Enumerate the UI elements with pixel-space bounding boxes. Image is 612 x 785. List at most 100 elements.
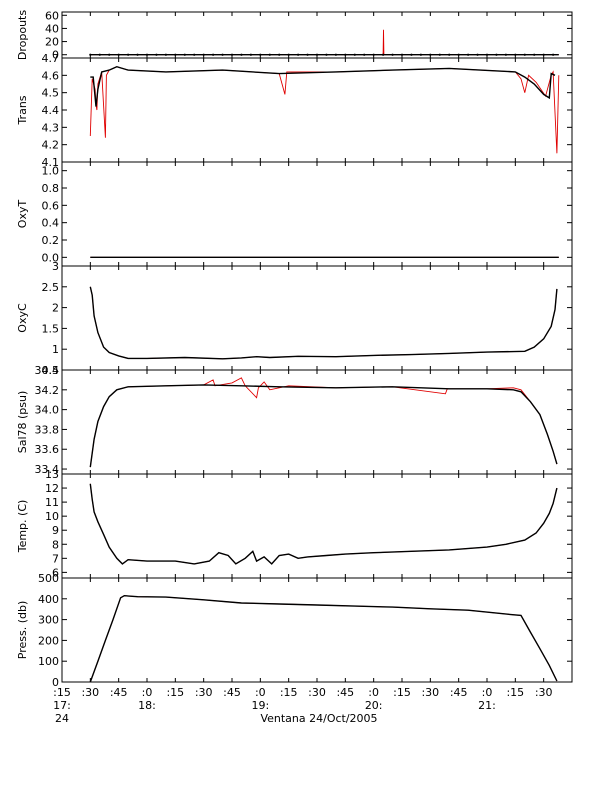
series-line xyxy=(89,595,558,683)
x-hour-label: 20: xyxy=(365,699,383,712)
y-tick-label: 60 xyxy=(45,9,59,22)
data-point xyxy=(514,53,517,56)
data-point xyxy=(315,53,319,56)
data-point xyxy=(391,53,394,56)
data-point xyxy=(89,53,92,56)
data-point xyxy=(249,53,252,56)
data-point xyxy=(259,53,262,56)
y-tick-label: 4.7 xyxy=(42,52,60,65)
series-line xyxy=(89,66,560,154)
data-point xyxy=(98,53,101,56)
y-axis-title: Dropouts xyxy=(16,10,29,60)
y-tick-label: 9 xyxy=(52,524,59,537)
x-day-label: 24 xyxy=(55,712,69,725)
data-point xyxy=(202,53,205,56)
x-tick-label: :15 xyxy=(53,686,71,699)
y-tick-label: 400 xyxy=(38,593,59,606)
data-point xyxy=(400,53,404,56)
x-tick-label: :15 xyxy=(280,686,298,699)
y-tick-label: 4.1 xyxy=(42,156,60,169)
data-point xyxy=(108,53,111,56)
series-line xyxy=(90,65,556,107)
data-point xyxy=(419,53,422,56)
y-tick-label: 0.4 xyxy=(42,217,60,230)
data-point xyxy=(438,53,441,56)
y-axis-title: Press. (db) xyxy=(16,601,29,660)
data-point xyxy=(174,53,177,56)
y-tick-label: 8 xyxy=(52,538,59,551)
y-tick-label: 33.6 xyxy=(35,443,60,456)
y-tick-label: 0 xyxy=(52,49,59,62)
data-point xyxy=(268,53,271,56)
x-tick-label: :45 xyxy=(450,686,468,699)
data-point xyxy=(334,53,337,56)
data-point xyxy=(212,53,215,56)
y-axis-title: Sal78 (psu) xyxy=(16,391,29,454)
y-tick-label: 34.2 xyxy=(35,384,60,397)
x-tick-label: :15 xyxy=(393,686,411,699)
series-line xyxy=(89,377,558,468)
y-tick-label: 1.5 xyxy=(42,322,60,335)
x-tick-label: :0 xyxy=(142,686,153,699)
x-tick-label: :45 xyxy=(110,686,128,699)
y-tick-label: 6 xyxy=(52,566,59,579)
y-tick-label: 4.5 xyxy=(42,87,60,100)
y-tick-label: 4.3 xyxy=(42,121,60,134)
panel-frame xyxy=(61,265,573,371)
x-tick-label: :45 xyxy=(336,686,354,699)
x-tick-label: :30 xyxy=(535,686,553,699)
y-tick-label: 7 xyxy=(52,552,59,565)
x-tick-label: :45 xyxy=(223,686,241,699)
x-tick-label: :30 xyxy=(421,686,439,699)
x-hour-label: 21: xyxy=(478,699,496,712)
y-tick-label: 11 xyxy=(45,496,59,509)
series-line xyxy=(90,29,559,56)
y-tick-label: 10 xyxy=(45,510,59,523)
data-point xyxy=(363,53,366,56)
data-point xyxy=(164,53,167,56)
y-tick-label: 300 xyxy=(38,614,59,627)
y-axis-title: Temp. (C) xyxy=(16,500,29,554)
data-point xyxy=(155,53,158,56)
data-point xyxy=(523,53,526,56)
y-tick-label: 34.0 xyxy=(35,404,60,417)
panel-frame xyxy=(61,369,573,475)
y-tick-label: 500 xyxy=(38,572,59,585)
panel-frame xyxy=(61,57,573,163)
y-tick-label: 4.4 xyxy=(42,104,60,117)
data-point xyxy=(552,53,555,56)
data-point xyxy=(240,53,243,56)
x-tick-label: :0 xyxy=(368,686,379,699)
y-tick-label: 4.2 xyxy=(42,139,60,152)
data-point xyxy=(382,53,385,56)
x-tick-label: :30 xyxy=(308,686,326,699)
y-tick-label: 2.5 xyxy=(42,281,60,294)
panel-frame xyxy=(61,473,573,579)
data-point xyxy=(145,53,149,56)
data-point xyxy=(372,53,375,56)
panel-frame xyxy=(61,161,573,267)
x-tick-label: :15 xyxy=(166,686,184,699)
data-point xyxy=(287,53,290,56)
data-point xyxy=(344,53,347,56)
y-tick-label: 0.6 xyxy=(42,199,60,212)
y-axis-title: OxyC xyxy=(16,303,29,333)
y-tick-label: 1 xyxy=(52,343,59,356)
data-point xyxy=(306,53,309,56)
y-tick-label: 33.8 xyxy=(35,423,60,436)
data-point xyxy=(533,53,536,56)
y-tick-label: 4.6 xyxy=(42,69,60,82)
y-tick-label: 1.0 xyxy=(42,165,60,178)
y-axis-title: Trans xyxy=(16,95,29,125)
y-tick-label: 12 xyxy=(45,482,59,495)
x-tick-label: :30 xyxy=(81,686,99,699)
panel-frame xyxy=(61,577,573,683)
data-point xyxy=(410,53,413,56)
x-tick-label: :0 xyxy=(255,686,266,699)
y-tick-label: 13 xyxy=(45,468,59,481)
data-point xyxy=(467,53,470,56)
data-point xyxy=(353,53,356,56)
x-tick-label: :30 xyxy=(195,686,213,699)
y-axis-title: OxyT xyxy=(16,200,29,229)
y-tick-label: 100 xyxy=(38,655,59,668)
